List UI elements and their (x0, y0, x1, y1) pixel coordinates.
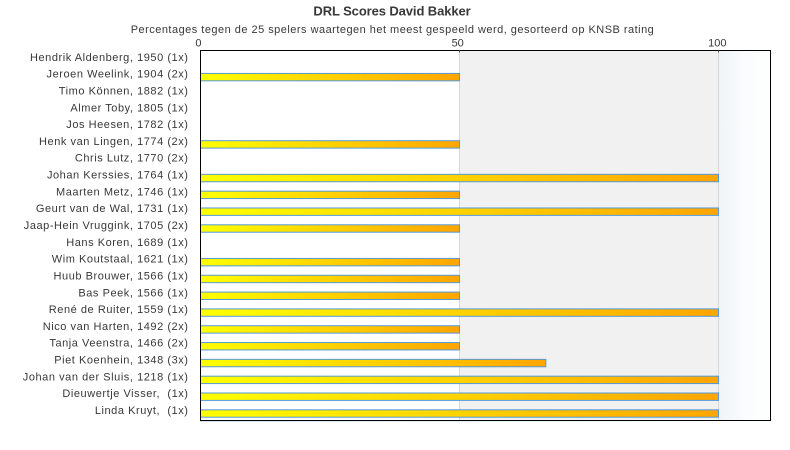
svg-text:Jeroen Weelink, 1904 (2x): Jeroen Weelink, 1904 (2x) (47, 69, 189, 81)
svg-text:Johan Kerssies, 1764 (1x): Johan Kerssies, 1764 (1x) (47, 170, 189, 182)
svg-text:Huub Brouwer, 1566 (1x): Huub Brouwer, 1566 (1x) (54, 270, 189, 282)
svg-text:Jos Heesen, 1782 (1x): Jos Heesen, 1782 (1x) (66, 119, 188, 131)
svg-text:50: 50 (452, 38, 464, 50)
svg-text:Hendrik Aldenberg, 1950 (1x): Hendrik Aldenberg, 1950 (1x) (30, 52, 189, 64)
svg-text:0: 0 (195, 38, 201, 50)
svg-text:Chris Lutz, 1770 (2x): Chris Lutz, 1770 (2x) (75, 153, 189, 165)
svg-text:DRL Scores David Bakker: DRL Scores David Bakker (313, 4, 470, 19)
svg-text:Geurt van de Wal, 1731 (1x): Geurt van de Wal, 1731 (1x) (36, 203, 189, 215)
svg-text:Dieuwertje Visser, (1x): Dieuwertje Visser, (1x) (62, 388, 188, 400)
svg-text:Hans Koren, 1689 (1x): Hans Koren, 1689 (1x) (66, 237, 188, 249)
svg-text:Jaap-Hein Vruggink, 1705 (2x): Jaap-Hein Vruggink, 1705 (2x) (24, 220, 189, 232)
svg-text:Johan van der Sluis, 1218 (1x): Johan van der Sluis, 1218 (1x) (23, 371, 189, 383)
svg-text:Piet Koenhein, 1348 (3x): Piet Koenhein, 1348 (3x) (54, 355, 188, 367)
svg-text:Linda Kruyt, (1x): Linda Kruyt, (1x) (95, 405, 189, 417)
svg-text:Nico van Harten, 1492 (2x): Nico van Harten, 1492 (2x) (43, 321, 189, 333)
svg-text:Timo Können, 1882 (1x): Timo Können, 1882 (1x) (59, 85, 189, 97)
svg-text:Maarten Metz, 1746 (1x): Maarten Metz, 1746 (1x) (56, 186, 188, 198)
svg-text:Wim Koutstaal, 1621 (1x): Wim Koutstaal, 1621 (1x) (52, 254, 189, 266)
svg-text:Bas Peek, 1566 (1x): Bas Peek, 1566 (1x) (78, 287, 188, 299)
svg-text:René de Ruiter, 1559 (1x): René de Ruiter, 1559 (1x) (49, 304, 189, 316)
svg-text:Tanja Veenstra, 1466 (2x): Tanja Veenstra, 1466 (2x) (49, 338, 188, 350)
svg-text:100: 100 (708, 38, 726, 50)
svg-text:Percentages tegen de 25 speler: Percentages tegen de 25 spelers waartege… (131, 24, 655, 36)
svg-text:Almer Toby, 1805 (1x): Almer Toby, 1805 (1x) (70, 102, 188, 114)
svg-text:Henk van Lingen, 1774 (2x): Henk van Lingen, 1774 (2x) (39, 136, 188, 148)
